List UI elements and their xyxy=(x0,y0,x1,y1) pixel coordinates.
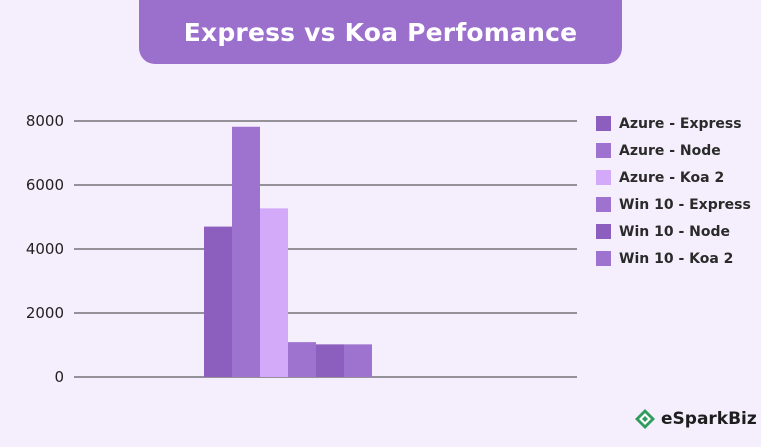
brand-name: eSparkBiz xyxy=(661,409,757,429)
legend-swatch xyxy=(596,224,611,239)
y-tick-label: 2000 xyxy=(26,304,64,322)
bar-win-10-koa-2 xyxy=(344,344,372,377)
legend-swatch xyxy=(596,116,611,131)
y-tick-label: 8000 xyxy=(26,112,64,130)
chart-title: Express vs Koa Perfomance xyxy=(183,17,578,47)
legend-swatch xyxy=(596,143,611,158)
legend-item: Azure - Express xyxy=(596,110,751,137)
legend-swatch xyxy=(596,197,611,212)
y-tick-label: 0 xyxy=(54,368,64,386)
legend-label: Azure - Koa 2 xyxy=(619,169,725,186)
legend-item: Azure - Koa 2 xyxy=(596,164,751,191)
legend-label: Win 10 - Node xyxy=(619,223,730,240)
y-tick-label: 6000 xyxy=(26,176,64,194)
bar-azure-node xyxy=(232,126,260,377)
brand-logo: eSparkBiz xyxy=(634,408,757,430)
legend-label: Azure - Express xyxy=(619,115,742,132)
legend-item: Win 10 - Express xyxy=(596,191,751,218)
spark-logo-icon xyxy=(635,409,655,429)
bar-win-10-node xyxy=(316,344,344,377)
legend-label: Azure - Node xyxy=(619,142,721,159)
legend-item: Azure - Node xyxy=(596,137,751,164)
legend-label: Win 10 - Express xyxy=(619,196,751,213)
legend-item: Win 10 - Koa 2 xyxy=(596,245,751,272)
chart-legend: Azure - Express Azure - Node Azure - Koa 2… xyxy=(596,110,751,272)
legend-label: Win 10 - Koa 2 xyxy=(619,250,734,267)
y-tick-label: 4000 xyxy=(26,240,64,258)
legend-item: Win 10 - Node xyxy=(596,218,751,245)
chart-title-banner: Express vs Koa Perfomance xyxy=(139,0,622,64)
legend-swatch xyxy=(596,251,611,266)
bar-azure-koa-2 xyxy=(260,208,288,377)
bar-azure-express xyxy=(204,226,232,377)
legend-swatch xyxy=(596,170,611,185)
bar-win-10-express xyxy=(288,342,316,377)
